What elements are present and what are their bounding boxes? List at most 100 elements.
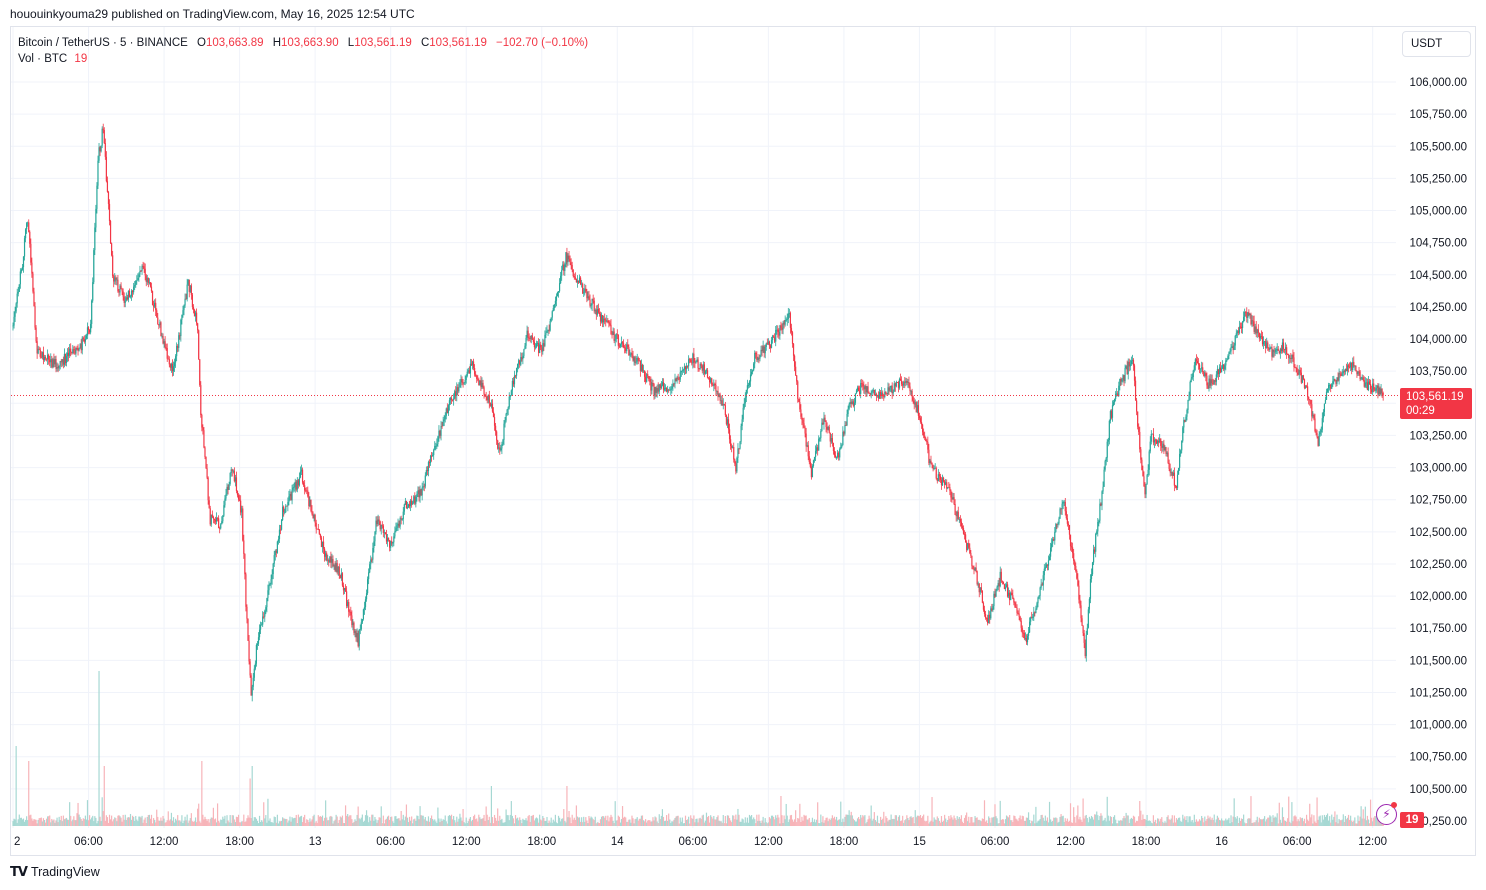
candle-body [123, 296, 125, 303]
volume-bar [309, 818, 311, 826]
currency-selector[interactable]: USDT [1402, 31, 1471, 57]
volume-bar [1324, 816, 1327, 826]
candle-body [49, 359, 51, 363]
candle-body [701, 365, 703, 371]
footer-branding[interactable]: 𝗧𝗩 TradingView [10, 864, 100, 880]
candle-body [1129, 364, 1131, 367]
volume-bar [1272, 815, 1274, 826]
candle-body [186, 284, 188, 300]
candle-body [732, 446, 734, 448]
candle-body [115, 277, 117, 280]
volume-bar [753, 817, 755, 826]
volume-bar [679, 817, 681, 826]
candle-body [1343, 371, 1345, 373]
volume-bar [1174, 822, 1177, 826]
candle-body [1292, 354, 1294, 358]
volume-bar [895, 815, 897, 826]
candle-body [965, 534, 967, 543]
candle-body [997, 583, 999, 587]
candle-body [506, 409, 508, 414]
volume-bar [1268, 817, 1270, 826]
candle-body [213, 518, 216, 520]
volume-bar [1149, 820, 1151, 826]
volume-bar [849, 815, 851, 826]
volume-bar [749, 816, 752, 826]
volume-bar [810, 821, 812, 826]
candle-body [566, 252, 568, 263]
candle-body [1130, 360, 1132, 365]
candle-body [477, 379, 479, 380]
candle-body [503, 423, 505, 440]
volume-bar [415, 820, 417, 826]
candle-body [950, 490, 952, 498]
volume-bar [337, 822, 339, 826]
volume-bar [1062, 815, 1064, 826]
candle-body [983, 609, 986, 615]
symbol-title[interactable]: Bitcoin / TetherUS · 5 · BINANCE [18, 37, 188, 49]
candle-body [1215, 374, 1217, 382]
volume-bar [382, 815, 384, 826]
candle-body [474, 368, 476, 375]
candle-body [99, 147, 101, 152]
candle-body [341, 573, 344, 586]
candle-body [18, 284, 20, 292]
candle-body [469, 363, 472, 374]
volume-bar [499, 815, 501, 826]
volume-bar [651, 821, 653, 826]
candle-body [298, 477, 301, 486]
volume-bar [595, 823, 597, 826]
volume-bar [124, 814, 126, 826]
volume-bar [1042, 817, 1044, 826]
candle-body [990, 608, 992, 619]
candle-body [1307, 386, 1309, 398]
candle-body [1042, 575, 1044, 586]
time-tick-label: 06:00 [1283, 836, 1312, 848]
candle-body [812, 460, 815, 466]
candle-body [257, 637, 260, 644]
author-name[interactable]: hououinkyouma29 [10, 7, 109, 21]
volume-bar [992, 817, 994, 826]
candle-body [818, 438, 820, 451]
candle-body [126, 297, 128, 300]
candle-body [498, 447, 500, 449]
volume-bar [141, 815, 143, 826]
candle-body [1284, 347, 1287, 350]
volume-bar [759, 820, 761, 826]
candle-body [340, 573, 342, 579]
volume-bar [1070, 822, 1073, 826]
candle-body [569, 258, 571, 263]
candle-body [843, 431, 845, 434]
candle-body [412, 502, 414, 505]
candle-body [1106, 441, 1108, 458]
candle-body [1197, 363, 1200, 365]
volume-bar [747, 822, 750, 826]
volume-bar [357, 806, 359, 826]
candle-body [741, 419, 743, 426]
volume-bar [862, 815, 864, 826]
candle-body [824, 417, 826, 421]
volume-bar [136, 819, 138, 826]
candle-body [1251, 320, 1253, 325]
candle-body [878, 391, 881, 399]
candle-body [1059, 508, 1061, 519]
lightning-icon[interactable]: ⚡ [1376, 804, 1397, 825]
volume-bar [1364, 806, 1366, 826]
volume-bar [106, 817, 109, 826]
candle-body [1008, 592, 1010, 597]
candle-body [62, 359, 64, 365]
volume-bar [1208, 818, 1210, 826]
volume-bar [1214, 822, 1216, 826]
candle-body [720, 400, 722, 402]
candle-body [1250, 314, 1252, 325]
candle-body [873, 389, 875, 396]
volume-bar [1339, 820, 1341, 826]
candle-body [296, 480, 298, 490]
volume-label[interactable]: Vol · BTC [18, 53, 68, 65]
volume-bar [915, 817, 917, 826]
volume-bar [997, 823, 999, 826]
volume-bar [1189, 816, 1191, 826]
candle-body [376, 520, 378, 525]
volume-bar [1330, 822, 1332, 826]
volume-bar [1128, 822, 1130, 826]
